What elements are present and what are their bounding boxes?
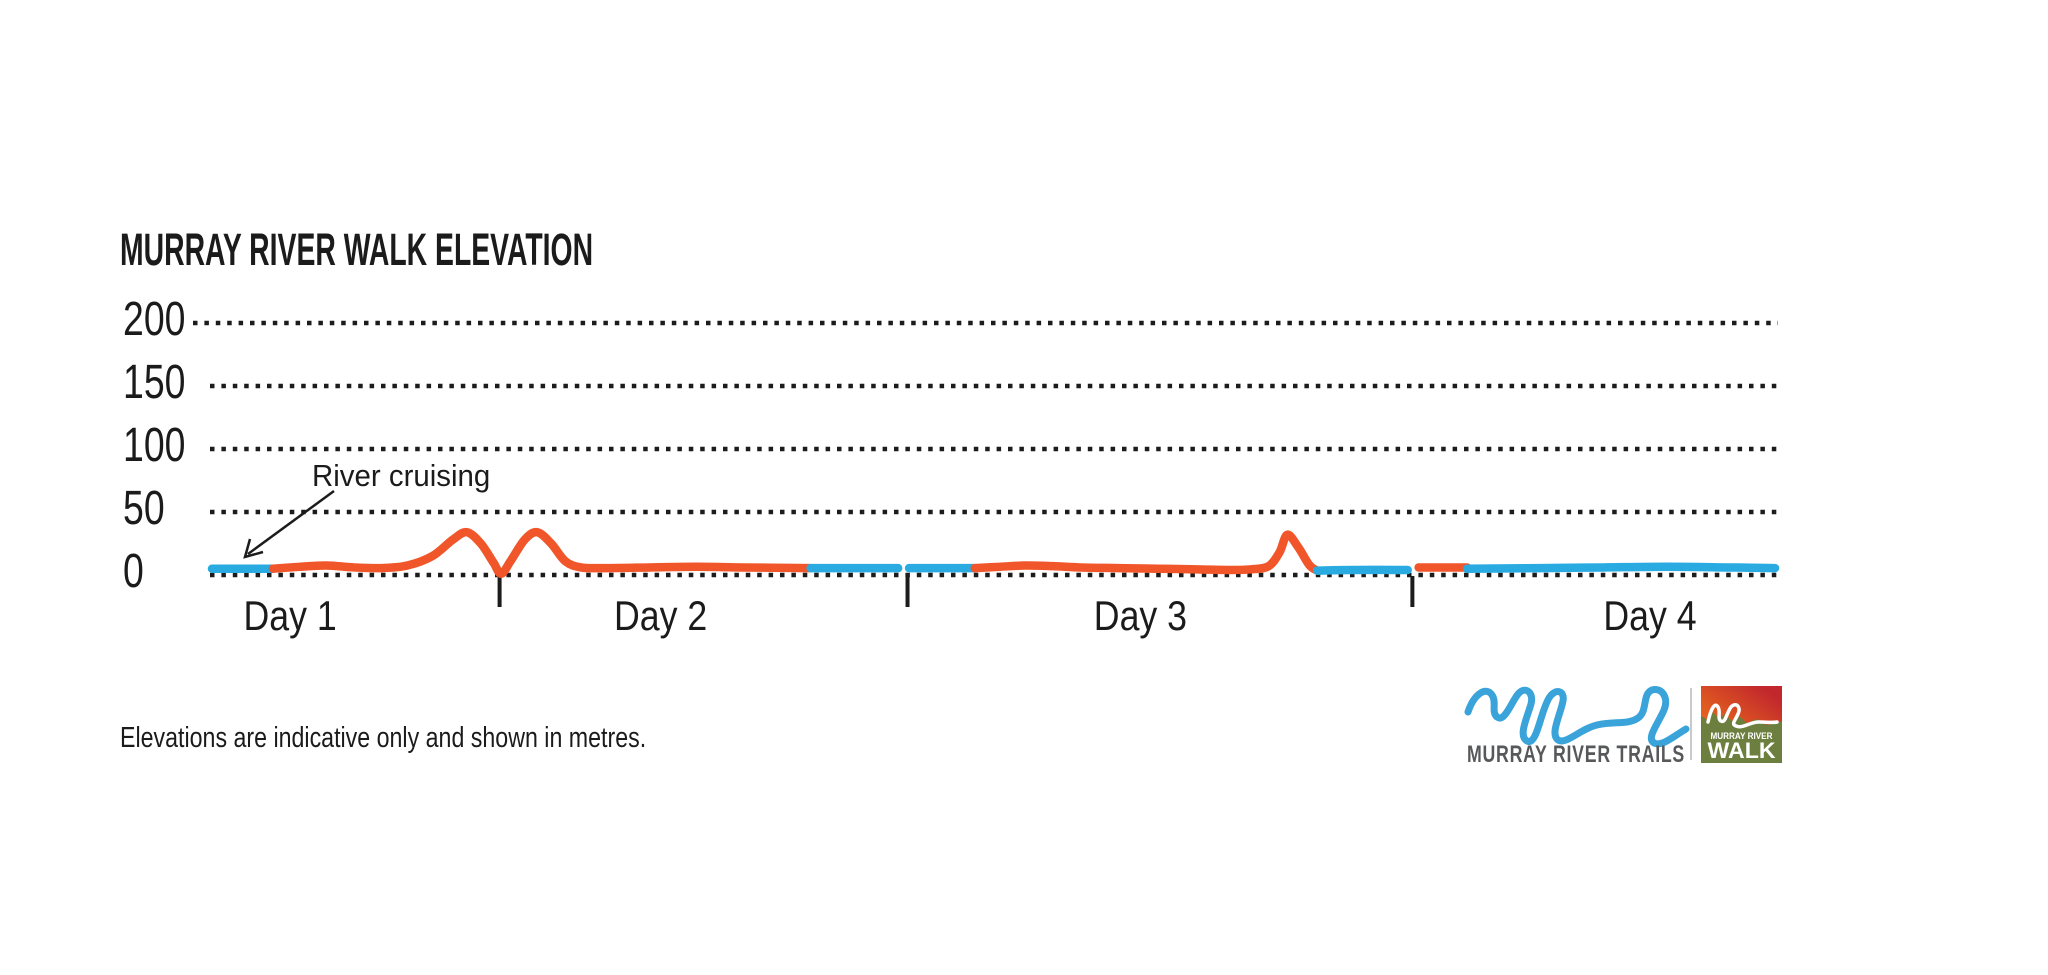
y-tick-label-150: 150 [123, 356, 185, 410]
annotation-arrow-line [247, 489, 335, 556]
route-segment-cruise [1462, 562, 1780, 573]
route-segment-walk [268, 527, 815, 578]
day-label-1: Day 1 [244, 593, 337, 639]
walk-logo-ridge [1701, 712, 1782, 763]
walk-logo-line1: MURRAY RIVER [1711, 731, 1773, 741]
annotation-label: River cruising [312, 459, 490, 493]
annotation-arrowhead-icon [243, 538, 264, 559]
annotation-river-cruising: River cruising [243, 459, 490, 559]
murray-river-walk-logo: MURRAY RIVER WALK [1701, 686, 1782, 763]
day-label-2: Day 2 [614, 593, 707, 639]
chart-title: MURRAY RIVER WALK ELEVATION [120, 224, 594, 275]
y-tick-label-100: 100 [123, 419, 185, 473]
walk-logo-line2: WALK [1708, 738, 1776, 763]
day-axis: Day 1 Day 2 Day 3 Day 4 [244, 576, 1697, 640]
y-tick-label-0: 0 [123, 545, 144, 599]
y-tick-label-200: 200 [123, 293, 185, 347]
day-label-4: Day 4 [1603, 593, 1696, 639]
route-segment-walk [970, 530, 1322, 575]
trails-logo-label: MURRAY RIVER TRAILS [1467, 741, 1685, 768]
gridlines: 200 150 100 50 0 [123, 293, 1778, 599]
murray-river-trails-logo: MURRAY RIVER TRAILS [1464, 686, 1690, 768]
y-tick-label-50: 50 [123, 482, 165, 536]
elevation-route [207, 527, 1780, 578]
day-label-3: Day 3 [1094, 593, 1187, 639]
route-segment-cruise [1312, 565, 1412, 575]
walk-logo-river-icon [1706, 702, 1779, 729]
footer-note: Elevations are indicative only and shown… [120, 722, 647, 754]
river-squiggle-icon [1464, 686, 1690, 748]
